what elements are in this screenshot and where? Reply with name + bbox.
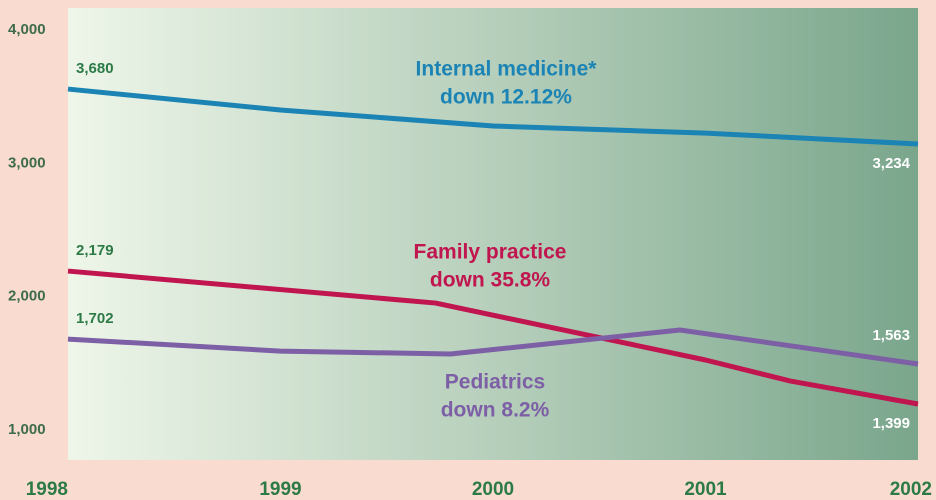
x-tick-label: 2001 (684, 479, 727, 500)
y-tick-label: 4,000 (8, 21, 46, 38)
y-tick-label: 2,000 (8, 288, 46, 305)
series-name: Family practice (414, 241, 567, 264)
end-label: 1,399 (872, 415, 910, 432)
x-tick-label: 2000 (472, 479, 514, 500)
series-subtitle: down 12.12% (440, 86, 572, 109)
line (67, 86, 919, 147)
line (67, 327, 919, 367)
x-tick-label: 1999 (259, 479, 301, 500)
plot-area (68, 8, 918, 460)
series-subtitle: down 35.8% (430, 269, 551, 292)
y-tick-label: 1,000 (8, 421, 46, 438)
series-name: Internal medicine* (416, 58, 598, 81)
x-tick-label: 2002 (890, 479, 932, 500)
series-name: Pediatrics (445, 371, 545, 394)
end-label: 3,234 (872, 155, 910, 172)
x-tick-label: 1998 (26, 479, 68, 500)
end-label: 1,563 (872, 327, 910, 344)
start-label: 3,680 (76, 60, 114, 77)
series-subtitle: down 8.2% (441, 399, 550, 422)
y-tick-label: 3,000 (8, 154, 46, 171)
start-label: 2,179 (76, 242, 114, 259)
start-label: 1,702 (76, 310, 114, 327)
line (67, 268, 919, 407)
